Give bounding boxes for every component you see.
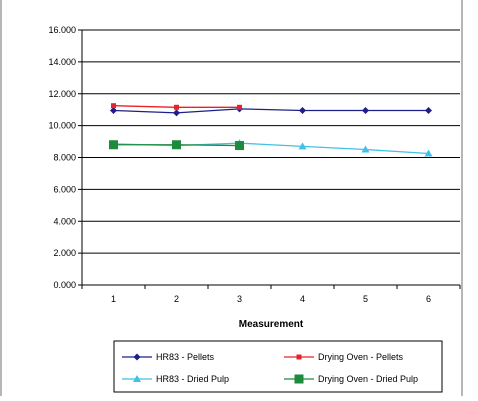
- axes: [81, 30, 460, 286]
- y-tick-label: 2.000: [53, 248, 76, 258]
- y-tick-label: 16.000: [48, 25, 76, 35]
- series-group: [111, 103, 242, 110]
- x-tick-label: 6: [426, 294, 431, 304]
- y-tick-label: 4.000: [53, 216, 76, 226]
- data-point: [235, 141, 244, 151]
- data-point: [174, 104, 179, 110]
- legend-swatch-marker: [133, 375, 141, 382]
- gridlines: [78, 29, 461, 289]
- x-tick-labels: 1 2 3 4 5 6: [111, 294, 431, 304]
- legend-swatch-marker: [296, 354, 302, 360]
- data-point: [172, 140, 181, 150]
- series-group: [109, 140, 244, 151]
- legend-label: Drying Oven - Dried Pulp: [318, 374, 418, 384]
- legend: HR83 - Pellets Drying Oven - Pellets HR83 …: [113, 340, 443, 393]
- data-point: [299, 106, 306, 114]
- y-tick-label: 0.000: [53, 280, 76, 290]
- series-line: [113, 108, 429, 114]
- legend-swatch-marker: [133, 353, 141, 361]
- legend-label: HR83 - Dried Pulp: [156, 374, 229, 384]
- legend-label: HR83 - Pellets: [156, 352, 215, 362]
- data-point: [109, 140, 118, 150]
- data-point: [361, 145, 370, 153]
- data-point: [425, 106, 432, 114]
- y-tick-label: 10.000: [48, 121, 76, 131]
- data-point: [111, 103, 116, 109]
- legend-entries: HR83 - Pellets Drying Oven - Pellets HR83 …: [122, 352, 418, 384]
- data-point: [173, 109, 180, 117]
- data-point: [298, 142, 307, 150]
- x-tick-label: 2: [174, 294, 179, 304]
- legend-box: [113, 340, 443, 393]
- series-group: [110, 105, 432, 117]
- y-tick-labels: 0.000 2.000 4.000 6.000 8.000 10.000 12.000 14.…: [48, 25, 76, 290]
- x-axis-title: Measurement: [239, 319, 304, 330]
- y-tick-label: 6.000: [53, 184, 76, 194]
- series: [109, 103, 433, 157]
- y-tick-label: 8.000: [53, 153, 76, 163]
- legend-label: Drying Oven - Pellets: [318, 352, 404, 362]
- legend-swatch-marker: [294, 374, 304, 384]
- x-tick-label: 1: [111, 294, 116, 304]
- data-point: [110, 106, 117, 114]
- x-tick-label: 4: [300, 294, 305, 304]
- x-tick-label: 3: [237, 294, 242, 304]
- data-point: [424, 149, 433, 157]
- series-group: [109, 139, 433, 157]
- x-tick-label: 5: [363, 294, 368, 304]
- y-tick-label: 14.000: [48, 57, 76, 67]
- y-tick-label: 12.000: [48, 89, 76, 99]
- data-point: [362, 106, 369, 114]
- data-point: [237, 104, 242, 110]
